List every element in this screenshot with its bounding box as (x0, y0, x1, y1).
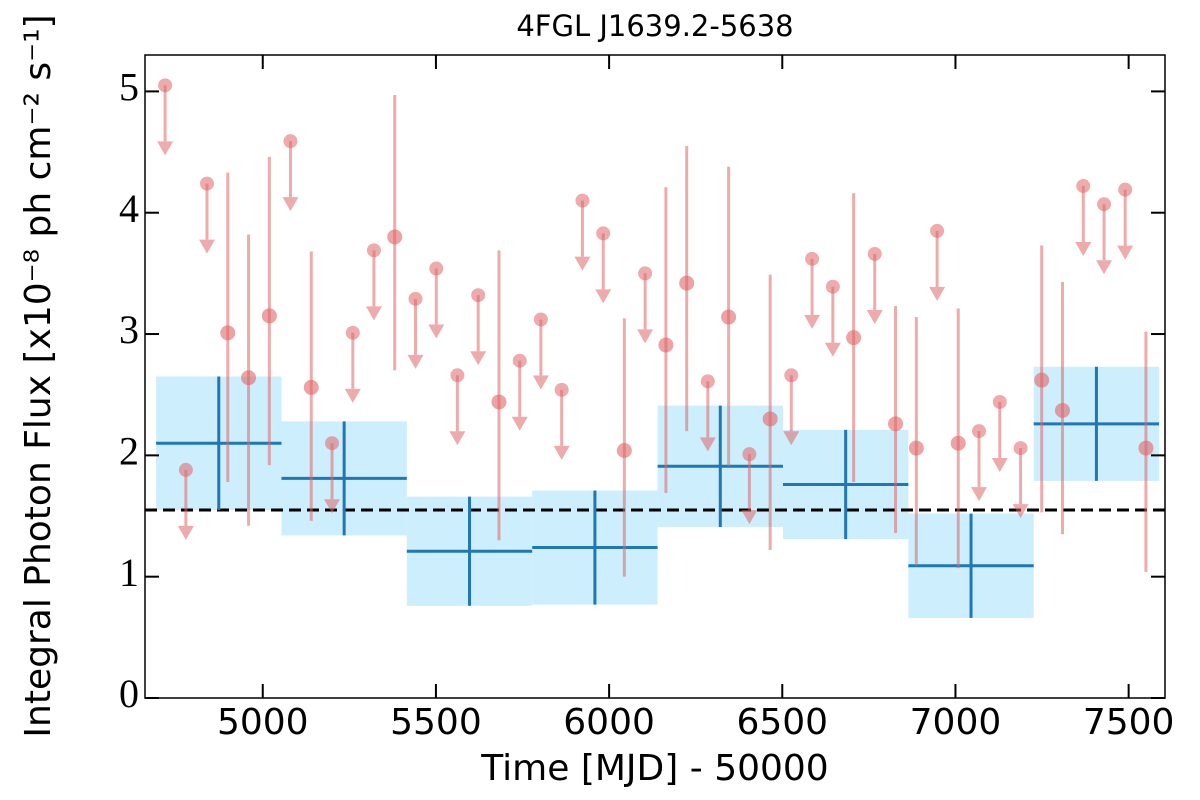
upper-limit-point (805, 251, 820, 266)
upper-limit-head (929, 286, 946, 301)
upper-limit-point (596, 226, 611, 241)
x-tick-label: 6000 (563, 702, 655, 743)
y-tick-label: 5 (119, 65, 139, 110)
upper-limit-head (1075, 242, 1092, 257)
y-tick-label: 3 (119, 307, 139, 352)
upper-limit-point (825, 279, 840, 294)
upper-limit-point (1118, 182, 1133, 197)
upper-limit-point (742, 447, 757, 462)
upper-limit-head (365, 306, 382, 321)
detection-point (1138, 440, 1154, 456)
upper-limit-head (866, 309, 883, 324)
upper-limit-head (428, 324, 445, 339)
detection-point (1054, 402, 1070, 418)
upper-limit-head (449, 431, 466, 446)
detection-point (616, 443, 632, 459)
upper-limit-point (199, 176, 214, 191)
upper-limit-point (972, 424, 987, 439)
upper-limit-point (700, 374, 715, 389)
detection-point (950, 435, 966, 451)
upper-limit-head (595, 289, 612, 304)
upper-limit-point (158, 78, 173, 93)
upper-limit-point (471, 288, 486, 303)
detection-point (658, 337, 674, 353)
upper-limit-head (741, 510, 758, 525)
upper-limit-head (470, 351, 487, 366)
upper-limit-head (177, 525, 194, 540)
detection-point (679, 275, 695, 291)
upper-limit-point (429, 261, 444, 276)
upper-limit-point (533, 312, 548, 327)
upper-limit-head (574, 256, 591, 271)
upper-limit-head (804, 314, 821, 329)
detection-point (846, 330, 862, 346)
x-tick-label: 7000 (910, 702, 1002, 743)
upper-limit-head (991, 457, 1008, 472)
detection-point (491, 394, 507, 410)
y-tick-label: 2 (119, 429, 139, 474)
upper-limit-head (1117, 245, 1134, 260)
upper-limit-head (344, 388, 361, 403)
upper-limit-point (345, 325, 360, 340)
y-tick-label: 4 (119, 186, 139, 231)
detection-point (241, 370, 257, 386)
upper-limit-head (553, 445, 570, 460)
upper-limit-point (867, 246, 882, 261)
upper-limit-point (512, 353, 527, 368)
detection-point (888, 416, 904, 432)
upper-limit-point (930, 223, 945, 238)
upper-limit-head (511, 416, 528, 431)
upper-limit-head (157, 141, 174, 156)
x-tick-label: 5000 (217, 702, 309, 743)
upper-limit-point (325, 436, 340, 451)
upper-limit-point (283, 134, 298, 149)
upper-limit-point (366, 243, 381, 258)
upper-limit-head (783, 431, 800, 446)
detection-point (261, 308, 277, 324)
detection-point (721, 309, 737, 325)
upper-limit-point (450, 368, 465, 383)
plot-frame (144, 54, 1166, 699)
upper-limit-point (1076, 179, 1091, 194)
upper-limit-point (178, 462, 193, 477)
detection-point (908, 440, 924, 456)
chart-title: 4FGL J1639.2-5638 (516, 9, 793, 43)
detection-point (303, 379, 319, 395)
detection-point (220, 325, 236, 341)
upper-limit-point (554, 382, 569, 397)
upper-limit-point (408, 291, 423, 306)
upper-limit-head (532, 375, 549, 390)
detection-point (1034, 372, 1050, 388)
detection-point (762, 411, 778, 427)
upper-limit-point (1097, 197, 1112, 212)
upper-limit-point (992, 394, 1007, 409)
upper-limit-head (637, 329, 654, 344)
upper-limit-point (1013, 441, 1028, 456)
y-axis-label: Integral Photon Flux [x10⁻⁸ ph cm⁻² s⁻¹] (18, 14, 59, 737)
upper-limit-head (971, 487, 988, 502)
upper-limit-head (824, 342, 841, 357)
y-tick-label: 0 (119, 671, 139, 716)
upper-limit-head (1012, 504, 1029, 519)
x-tick-label: 5500 (390, 702, 482, 743)
upper-limit-head (324, 499, 341, 514)
upper-limit-head (198, 239, 215, 254)
upper-limit-head (407, 354, 424, 369)
upper-limit-head (282, 197, 299, 212)
x-tick-label: 6500 (736, 702, 828, 743)
upper-limit-head (699, 437, 716, 452)
upper-limit-point (638, 266, 653, 281)
upper-limit-head (1096, 260, 1113, 275)
y-tick-label: 1 (119, 550, 139, 595)
detection-point (387, 229, 403, 245)
upper-limit-point (575, 193, 590, 208)
upper-limit-point (784, 368, 799, 383)
x-tick-label: 7500 (1083, 702, 1175, 743)
x-axis-label: Time [MJD] - 50000 (480, 748, 828, 789)
